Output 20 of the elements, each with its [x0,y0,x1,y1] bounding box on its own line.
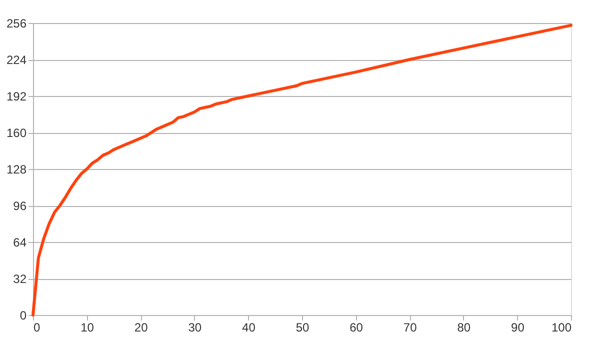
x-tick-label: 70 [403,320,418,334]
x-tick-label: 50 [296,320,310,334]
x-tick-label: 0 [34,320,40,334]
y-tick-label: 160 [6,126,27,140]
y-tick-label: 96 [13,199,27,213]
y-tick-label: 64 [13,236,27,250]
x-tick-label: 100 [551,320,572,334]
x-tick-label: 10 [80,320,94,334]
x-tick-label: 20 [134,320,148,334]
x-tick-label: 40 [242,320,256,334]
x-tick-label: 60 [350,320,364,334]
y-tick-label: 128 [6,162,27,176]
y-tick-label: 192 [6,90,27,104]
y-tick-label: 256 [6,16,27,30]
x-tick-label: 30 [188,320,202,334]
y-tick-label: 0 [20,308,27,322]
y-tick-label: 32 [13,272,27,286]
y-tick-label: 224 [6,53,27,67]
x-tick-label: 80 [457,320,471,334]
x-tick-label: 90 [511,320,525,334]
